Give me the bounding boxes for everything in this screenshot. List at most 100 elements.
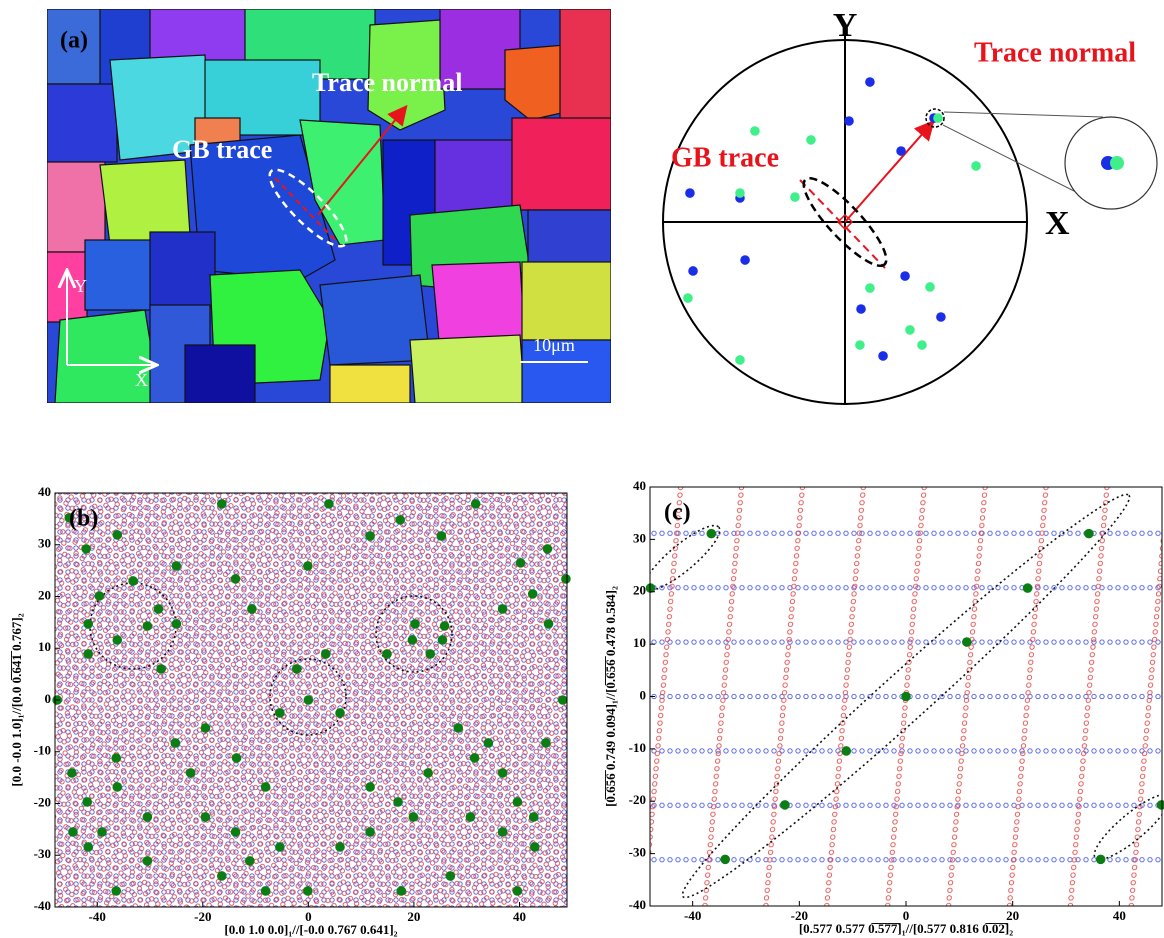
- csl-point: [83, 619, 93, 629]
- csl-point: [275, 842, 285, 852]
- y-axis-label: [0̅.̅6̅5̅6̅ 0.749 0.094]₁//[0̅.̅6̅5̅6̅ 0…: [603, 586, 618, 807]
- csl-point: [440, 621, 450, 631]
- csl-point: [261, 782, 271, 792]
- csl-point: [437, 531, 447, 541]
- csl-point: [425, 649, 435, 659]
- grain: [512, 118, 611, 210]
- csl-point: [112, 530, 122, 540]
- grain: [410, 335, 525, 403]
- csl-point: [1023, 583, 1033, 593]
- pole-point: [685, 188, 695, 198]
- csl-point: [247, 604, 257, 614]
- axis-label: X: [1045, 205, 1070, 242]
- csl-point: [303, 886, 313, 896]
- csl-point: [841, 746, 851, 756]
- csl-point: [541, 738, 551, 748]
- y-tick-label: -20: [629, 792, 646, 807]
- y-tick-label: 20: [633, 583, 646, 598]
- y-tick-label: 40: [633, 478, 646, 493]
- csl-point: [186, 768, 196, 778]
- x-tick-label: 40: [1113, 908, 1126, 923]
- csl-point: [410, 619, 420, 629]
- annotation: GB trace: [671, 142, 779, 173]
- pole-point: [900, 271, 910, 281]
- pole-point: [740, 255, 750, 265]
- axis-label: X: [135, 370, 148, 390]
- y-tick-label: -20: [34, 794, 51, 809]
- csl-point: [231, 574, 241, 584]
- csl-point: [143, 856, 153, 866]
- csl-point: [261, 886, 271, 896]
- csl-point: [245, 856, 255, 866]
- csl-point: [409, 812, 419, 822]
- csl-point: [466, 812, 476, 822]
- csl-point: [82, 797, 92, 807]
- grain: [185, 345, 255, 403]
- csl-point: [513, 797, 523, 807]
- csl-point: [438, 635, 448, 645]
- pole-point: [896, 146, 906, 156]
- csl-point: [154, 604, 164, 614]
- pole-point: [933, 113, 943, 123]
- scale-label: 10μm: [533, 335, 575, 355]
- csl-point: [901, 692, 911, 702]
- csl-point: [561, 574, 571, 584]
- csl-point: [67, 768, 77, 778]
- csl-point: [470, 753, 480, 763]
- y-axis-label: [0.0 -0.0 1.0]₁//[0.0 0̅.̅6̅4̅1̅ 0.767]₂: [9, 613, 24, 786]
- panel-label: (b): [69, 506, 98, 532]
- pole-point: [917, 340, 927, 350]
- y-tick-label: -10: [629, 740, 646, 755]
- csl-point: [83, 842, 93, 852]
- csl-point: [453, 723, 463, 733]
- csl-point: [707, 529, 717, 539]
- y-tick-label: 0: [640, 687, 647, 702]
- csl-point: [558, 695, 568, 705]
- csl-point: [396, 886, 406, 896]
- csl-point: [97, 827, 107, 837]
- axis-label: Y: [74, 276, 87, 296]
- x-axis-label: [0.577 0.577 0̅.̅5̅7̅7̅]₁//[0.577 0.816 …: [799, 921, 1013, 936]
- y-tick-label: -30: [34, 846, 51, 861]
- csl-point: [68, 827, 78, 837]
- csl-point: [395, 515, 405, 525]
- csl-point: [171, 738, 181, 748]
- csl-point: [498, 827, 508, 837]
- csl-point: [83, 649, 93, 659]
- csl-point: [962, 637, 972, 647]
- csl-point: [111, 753, 121, 763]
- csl-point: [446, 871, 456, 881]
- csl-point: [543, 544, 553, 554]
- zoom-line: [944, 112, 1103, 117]
- csl-point: [393, 797, 403, 807]
- csl-point: [408, 635, 418, 645]
- grain: [560, 9, 611, 129]
- csl-point: [365, 782, 375, 792]
- csl-point: [484, 738, 494, 748]
- csl-point: [201, 723, 211, 733]
- figure: (a) Trace normal GB trace Y X 10μm YXTra…: [0, 0, 1164, 938]
- csl-point: [275, 708, 285, 718]
- y-tick-label: 20: [38, 587, 51, 602]
- csl-point: [128, 576, 138, 586]
- csl-point: [95, 591, 105, 601]
- csl-point: [304, 695, 314, 705]
- annotation: Trace normal: [974, 37, 1136, 68]
- csl-point: [112, 635, 122, 645]
- gb-trace-line: [800, 180, 885, 268]
- csl-point: [143, 812, 153, 822]
- page: (a) Trace normal GB trace Y X 10μm YXTra…: [0, 0, 1164, 938]
- x-tick-label: -20: [194, 909, 211, 924]
- csl-point: [217, 871, 227, 881]
- y-tick-label: 0: [45, 691, 52, 706]
- csl-point: [365, 827, 375, 837]
- annotation: Trace normal: [312, 68, 462, 97]
- csl-point: [217, 499, 227, 509]
- csl-point: [111, 886, 121, 896]
- csl-point: [292, 664, 302, 674]
- pole-point: [925, 282, 935, 292]
- csl-point: [498, 604, 508, 614]
- x-tick-label: -40: [89, 909, 106, 924]
- grain: [522, 262, 611, 340]
- csl-point: [335, 842, 345, 852]
